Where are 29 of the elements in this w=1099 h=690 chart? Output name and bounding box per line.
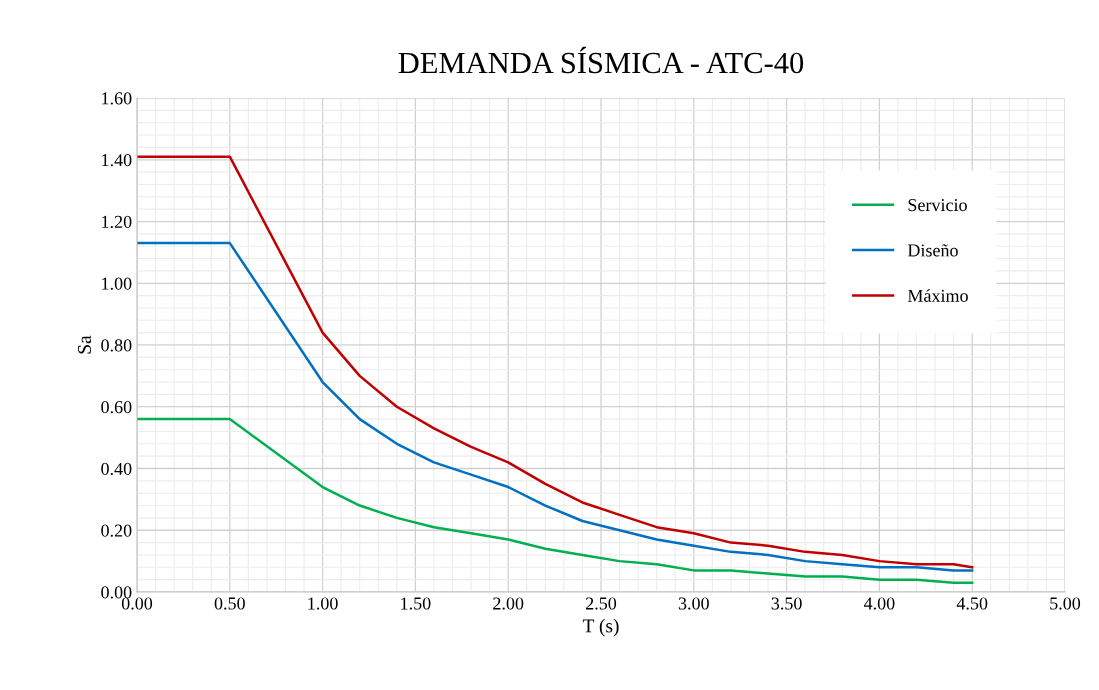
chart-title: DEMANDA SÍSMICA - ATC-40 [398, 46, 804, 74]
y-axis-title: Sa [77, 335, 92, 354]
x-tick-label: 2.00 [493, 597, 524, 610]
y-tick-label: 1.20 [102, 215, 132, 229]
line-series [137, 155, 974, 569]
y-tick-label: 1.00 [102, 277, 132, 290]
x-tick-label: 4.00 [863, 597, 895, 610]
y-tick-label: 0.20 [101, 524, 132, 537]
y-tick-label: 0.00 [101, 586, 132, 599]
y-tick-label: 0.60 [101, 401, 132, 414]
y-tick-label: 0.80 [101, 339, 132, 352]
x-axis-title: T (s) [582, 618, 619, 637]
y-tick-label: 0.40 [101, 462, 132, 476]
x-tick-label: 0.00 [121, 597, 153, 610]
x-tick-label: 5.00 [1050, 597, 1081, 610]
x-tick-label: 3.50 [771, 597, 802, 610]
legend-label: Diseño [907, 244, 958, 257]
legend-label: Servicio [908, 199, 967, 212]
legend-label: Máximo [907, 289, 968, 302]
line-series [137, 241, 974, 572]
x-tick-label: 0.50 [214, 597, 245, 610]
x-tick-label: 1.00 [308, 597, 338, 610]
x-tick-label: 4.50 [956, 597, 988, 610]
x-tick-label: 1.50 [401, 597, 431, 610]
y-tick-label: 1.60 [102, 92, 132, 105]
y-tick-label: 1.40 [102, 154, 132, 167]
x-tick-label: 2.50 [585, 597, 617, 610]
x-tick-label: 3.00 [678, 597, 709, 610]
line-series [137, 417, 974, 584]
